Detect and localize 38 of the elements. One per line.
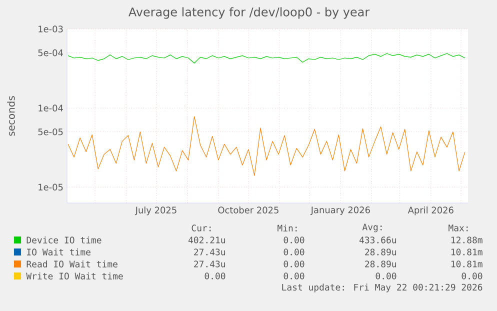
text: 0.00 (204, 272, 226, 280)
text: 0.00 (284, 260, 304, 268)
text: Avg: (362, 224, 382, 232)
y-tick-label: 5e-05 (38, 128, 63, 136)
text: 0.00 (376, 272, 396, 280)
legend-label: IO Wait time (27, 248, 90, 256)
line-series (68, 53, 466, 64)
x-tick-label: April 2026 (408, 206, 454, 216)
line-series (68, 116, 466, 176)
y-tick-label: 1e-04 (38, 104, 63, 112)
text: Max: (448, 224, 468, 232)
text: 402.21u (188, 236, 226, 244)
text: 27.43u (194, 260, 226, 268)
text: 12.88m (451, 236, 482, 244)
text: 10.81m (451, 248, 482, 256)
chart-title: Average latency for /dev/loop0 - by year (128, 7, 370, 19)
text: 0.00 (284, 248, 304, 256)
x-tick-label: October 2025 (218, 206, 278, 214)
y-axis-title: seconds (7, 96, 15, 136)
legend-label: Read IO Wait time (26, 260, 118, 268)
x-tick-label: January 2026 (310, 206, 370, 216)
text: 10.81m (451, 260, 482, 268)
y-tick-label: 1e-03 (38, 26, 63, 32)
legend-label: Write IO Wait time (26, 272, 123, 280)
text: 0.00 (284, 236, 304, 244)
text: 0.00 (284, 272, 304, 280)
x-tick-label: July 2025 (134, 206, 176, 216)
text: Cur: (192, 224, 211, 232)
text: Last update: Fri May 22 00:21:29 2026 (282, 284, 482, 292)
text: 27.43u (194, 248, 226, 256)
legend-label: Device IO time (26, 236, 102, 244)
text: 28.89u (365, 260, 396, 268)
y-tick-label: 1e-05 (38, 184, 63, 191)
text: Min: (278, 224, 297, 232)
text: 0.00 (462, 272, 482, 280)
text: 433.66u (359, 236, 396, 244)
text: 28.89u (365, 248, 396, 256)
y-tick-label: 5e-04 (38, 49, 63, 56)
